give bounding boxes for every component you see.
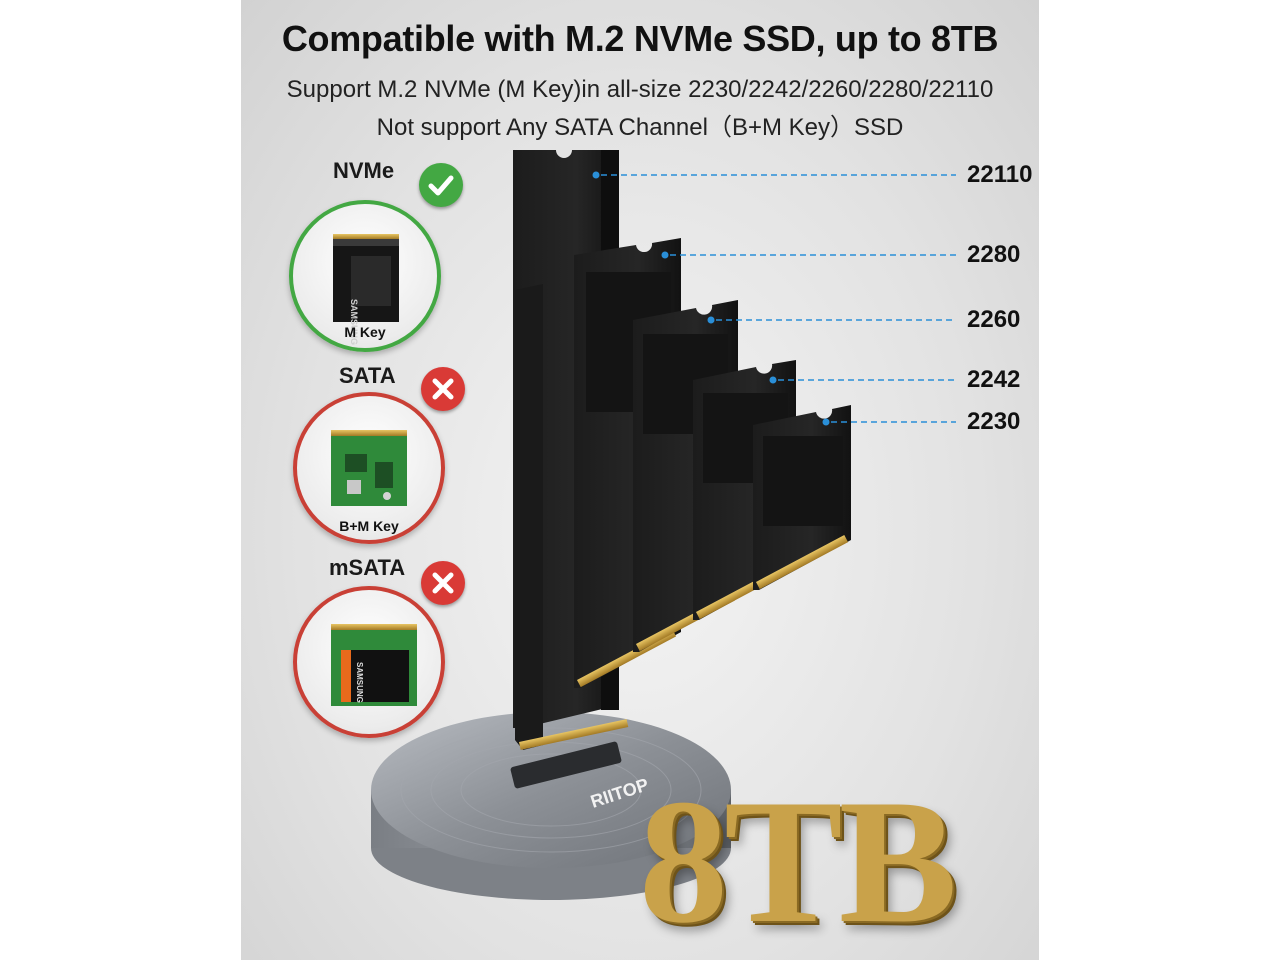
cross-icon bbox=[421, 561, 465, 605]
key-label-m-key: M Key bbox=[344, 324, 386, 340]
check-icon bbox=[419, 163, 463, 207]
key-label-bm-key: B+M Key bbox=[339, 518, 399, 534]
size-leader-lines bbox=[592, 171, 956, 426]
type-label-nvme: NVMe bbox=[333, 158, 395, 183]
m2-slot bbox=[510, 741, 622, 789]
msata-card-circle: SAMSUNG bbox=[293, 586, 445, 738]
size-label-2260: 2260 bbox=[967, 306, 1021, 333]
product-infographic: Compatible with M.2 NVMe SSD, up to 8TB … bbox=[241, 0, 1039, 960]
dock-top bbox=[371, 712, 731, 868]
ssd-2230 bbox=[753, 405, 851, 590]
cross-icon bbox=[421, 367, 465, 411]
size-label-22110: 22110 bbox=[967, 161, 1033, 188]
size-label-2242: 2242 bbox=[967, 366, 1021, 393]
size-label-2230: 2230 bbox=[967, 408, 1021, 435]
type-label-sata: SATA bbox=[339, 363, 396, 388]
msata-card-brand: SAMSUNG bbox=[355, 662, 364, 703]
subline-not-supported: Not support Any SATA Channel（B+M Key）SSD bbox=[376, 114, 904, 141]
type-label-msata: mSATA bbox=[329, 555, 406, 580]
capacity-8tb: 8TB bbox=[639, 762, 957, 960]
nvme-card-circle: SAMSUNG M Key bbox=[289, 200, 441, 352]
ssd-22110-front bbox=[515, 284, 629, 750]
headline: Compatible with M.2 NVMe SSD, up to 8TB bbox=[281, 18, 999, 59]
subline-compatibility: Support M.2 NVMe (M Key)in all-size 2230… bbox=[286, 76, 994, 103]
ssd-dock-illustration: RIITOP bbox=[371, 150, 956, 900]
sata-card-circle: B+M Key bbox=[293, 392, 445, 544]
size-label-2280: 2280 bbox=[967, 241, 1021, 268]
nvme-card-brand: SAMSUNG bbox=[349, 299, 359, 345]
docking-station: RIITOP bbox=[371, 712, 731, 900]
